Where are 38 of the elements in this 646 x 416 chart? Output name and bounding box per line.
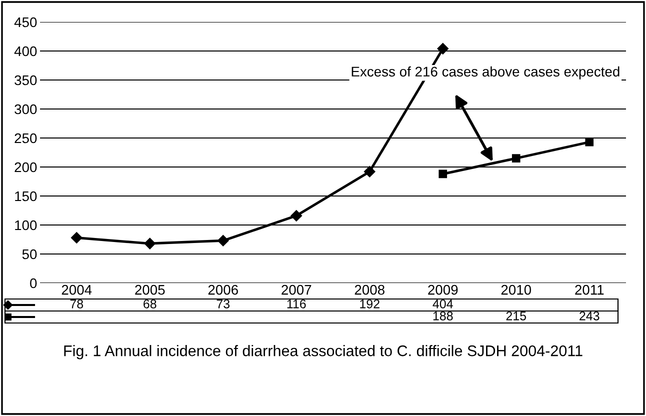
y-tick-label: 400 xyxy=(14,46,37,56)
x-tick-label: 2008 xyxy=(354,284,384,295)
y-tick-label: 0 xyxy=(30,278,37,288)
y-tick-label: 100 xyxy=(15,220,37,230)
y-tick-label: 450 xyxy=(14,17,37,28)
point xyxy=(218,235,229,246)
data-label: 116 xyxy=(287,300,306,308)
data-label: 404 xyxy=(432,300,453,308)
x-tick-label: 2006 xyxy=(208,284,238,295)
annotation: Excess of 216 cases above cases expected xyxy=(352,66,620,80)
x-tick-label: 2009 xyxy=(428,284,458,295)
point xyxy=(585,138,594,146)
data-label: 192 xyxy=(360,300,380,308)
data-label: 188 xyxy=(433,312,453,320)
y-tick-label: 150 xyxy=(15,191,37,202)
point xyxy=(71,232,82,244)
text: Fig. 1 Annual incidence of diarrhea associated to C. difficile SJDH 2004-2011 xyxy=(64,345,582,360)
point xyxy=(290,210,302,222)
data-label: 243 xyxy=(580,312,600,320)
x-tick-label: 2005 xyxy=(135,284,165,295)
point xyxy=(364,166,376,178)
y-tick-label: 250 xyxy=(14,133,37,144)
y-tick-label: 50 xyxy=(22,249,37,260)
x-tick-label: 2004 xyxy=(62,284,92,295)
point xyxy=(437,43,448,54)
x-tick-label: 2010 xyxy=(501,284,532,295)
y-tick-label: 350 xyxy=(14,75,37,86)
x-tick-label: 2007 xyxy=(282,284,312,295)
y-tick-label: 200 xyxy=(14,162,37,172)
x-tick-label: 2011 xyxy=(575,284,604,295)
data-label: 73 xyxy=(216,300,230,308)
y-tick-label: 300 xyxy=(14,104,37,114)
data-label: 68 xyxy=(144,300,156,308)
point xyxy=(438,170,448,178)
data-label: 78 xyxy=(70,300,84,308)
data-label: 215 xyxy=(506,312,526,320)
point xyxy=(144,238,156,250)
point xyxy=(512,154,520,162)
